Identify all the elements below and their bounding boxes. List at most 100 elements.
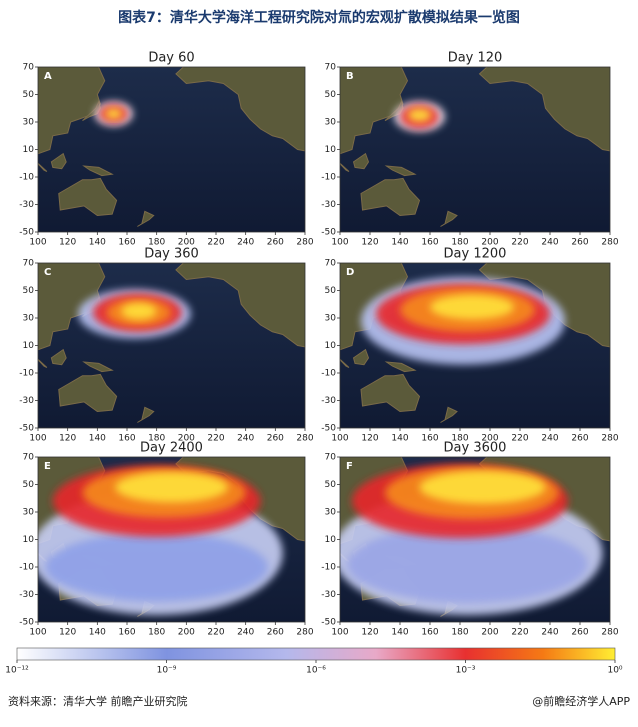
x-tick-label: 140 <box>391 628 408 638</box>
y-tick-label: -50 <box>321 618 336 628</box>
y-tick-label: -10 <box>321 563 336 573</box>
panel-letter: F <box>346 461 353 472</box>
land <box>352 348 370 366</box>
y-tick-label: -50 <box>321 228 336 238</box>
x-tick-label: 220 <box>511 238 528 248</box>
land <box>38 358 48 368</box>
y-tick-label: -10 <box>19 173 34 183</box>
x-tick-label: 160 <box>118 434 135 444</box>
y-tick-label: 30 <box>325 314 337 324</box>
x-tick-label: 240 <box>237 628 254 638</box>
x-tick-label: 180 <box>148 628 165 638</box>
land <box>38 67 106 155</box>
y-tick-label: 70 <box>23 259 35 269</box>
colorbar-tick-label: 10⁻¹² <box>5 666 29 676</box>
map-area <box>340 263 610 428</box>
land <box>50 152 67 170</box>
map-area <box>38 67 305 232</box>
y-tick-label: 70 <box>23 63 35 73</box>
map-area <box>38 263 305 428</box>
y-tick-label: -10 <box>19 369 34 379</box>
x-tick-label: 120 <box>361 434 378 444</box>
panel-title: Day 2400 <box>140 441 203 456</box>
land <box>175 67 305 152</box>
panel-letter: E <box>44 461 51 472</box>
y-tick-label: 10 <box>325 341 337 351</box>
map-panel: D Day 1200 100 120 140 160 180 200 220 240 260 280 7… <box>321 247 619 444</box>
y-tick-label: 30 <box>325 118 337 128</box>
x-tick-label: 180 <box>148 434 165 444</box>
y-tick-label: -50 <box>19 424 34 434</box>
colorbar-tick-label: 10⁻⁹ <box>157 666 177 676</box>
y-tick-label: 30 <box>23 314 35 324</box>
x-tick-label: 200 <box>481 238 498 248</box>
colorbar <box>16 647 616 661</box>
x-tick-label: 120 <box>361 628 378 638</box>
panel-letter: B <box>346 71 354 82</box>
plume <box>115 472 228 503</box>
figure-title: 图表7：清华大学海洋工程研究院对氚的宏观扩散模拟结果一览图 <box>118 9 520 26</box>
x-tick-label: 160 <box>421 628 438 638</box>
land <box>58 177 118 217</box>
y-tick-label: -30 <box>19 590 34 600</box>
x-tick-label: 240 <box>541 238 558 248</box>
map-panel: B Day 120 100 120 140 160 180 200 220 240 260 280 70… <box>321 51 619 248</box>
x-tick-label: 100 <box>29 434 46 444</box>
x-tick-label: 160 <box>421 434 438 444</box>
y-tick-label: 30 <box>23 508 35 518</box>
land <box>360 373 421 413</box>
x-tick-label: 240 <box>541 628 558 638</box>
land <box>384 165 417 177</box>
x-tick-label: 220 <box>511 628 528 638</box>
x-tick-label: 180 <box>451 238 468 248</box>
source-note: 资料来源：清华大学 前瞻产业研究院 <box>8 694 188 708</box>
plume <box>419 470 546 504</box>
y-tick-label: 10 <box>23 535 35 545</box>
panel-title: Day 60 <box>148 51 194 66</box>
panel-letter: D <box>346 267 354 278</box>
y-tick-label: 50 <box>23 480 35 490</box>
y-tick-label: -30 <box>321 590 336 600</box>
x-tick-label: 120 <box>59 238 76 248</box>
x-tick-label: 140 <box>391 434 408 444</box>
y-tick-label: 30 <box>23 118 35 128</box>
x-tick-label: 180 <box>451 628 468 638</box>
plume <box>45 532 268 602</box>
x-tick-label: 180 <box>451 434 468 444</box>
y-tick-label: -50 <box>19 618 34 628</box>
colorbar-tick-label: 10⁻⁶ <box>306 666 326 676</box>
plume <box>121 302 157 320</box>
x-tick-label: 260 <box>571 628 588 638</box>
y-tick-label: -30 <box>19 396 34 406</box>
x-tick-label: 280 <box>296 434 313 444</box>
y-tick-label: 70 <box>23 453 35 463</box>
y-tick-label: 10 <box>325 535 337 545</box>
x-tick-label: 100 <box>331 628 348 638</box>
x-tick-label: 200 <box>481 434 498 444</box>
y-tick-label: 10 <box>325 145 337 155</box>
x-tick-label: 160 <box>421 238 438 248</box>
x-tick-label: 160 <box>118 238 135 248</box>
x-tick-label: 240 <box>237 434 254 444</box>
map-area <box>38 457 305 622</box>
x-tick-label: 200 <box>178 434 195 444</box>
y-tick-label: 10 <box>23 341 35 351</box>
x-tick-label: 280 <box>296 238 313 248</box>
y-tick-label: 70 <box>325 259 337 269</box>
land <box>384 361 417 373</box>
y-tick-label: -10 <box>321 369 336 379</box>
y-tick-label: -30 <box>19 200 34 210</box>
x-tick-label: 200 <box>178 238 195 248</box>
map-area <box>340 457 610 622</box>
land <box>82 165 114 177</box>
panel-title: Day 120 <box>448 51 503 66</box>
y-tick-label: 50 <box>23 286 35 296</box>
land <box>137 406 155 423</box>
x-tick-label: 140 <box>391 238 408 248</box>
y-tick-label: 30 <box>325 508 337 518</box>
x-tick-label: 120 <box>59 434 76 444</box>
x-tick-label: 220 <box>511 434 528 444</box>
x-tick-label: 280 <box>601 628 618 638</box>
y-tick-label: 50 <box>325 90 337 100</box>
land <box>440 210 458 227</box>
